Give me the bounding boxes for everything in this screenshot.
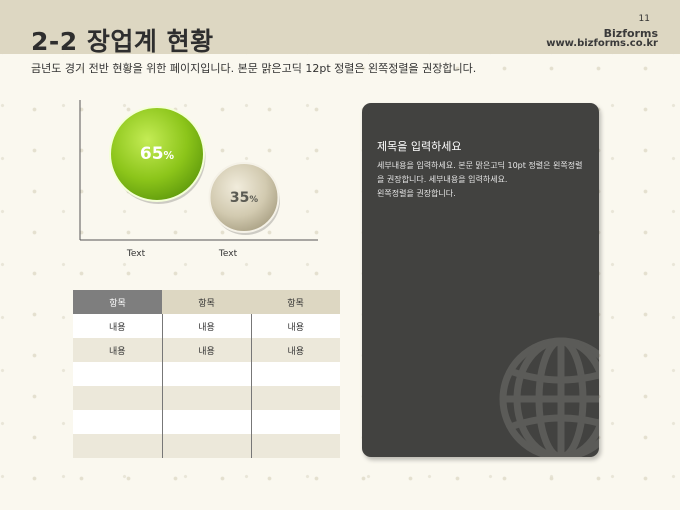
bubble-2 <box>208 162 280 233</box>
data-table: 항목 항목 항목 내용 내용 내용 내용 내용 내용 <box>73 290 340 458</box>
table-cell <box>250 410 340 434</box>
bubble-value-label: 65% <box>140 144 174 164</box>
table-cell <box>161 434 251 458</box>
table-cell <box>73 410 162 434</box>
bubble-value: 65 <box>139 144 164 164</box>
bubble-value-label: 35% <box>230 190 258 206</box>
table-cell: 내용 <box>73 314 162 338</box>
table-cell: 내용 <box>73 338 162 362</box>
x-category-label: Text <box>126 249 146 259</box>
table-header-cell: 항목 <box>162 290 251 314</box>
table-cell <box>161 386 251 410</box>
table-cell <box>161 362 251 386</box>
bubble-chart: 65% Text 35% Text <box>60 92 350 267</box>
header-band: 2-2 장업계 현황 11 Bizforms www.bizforms.co.k… <box>0 0 680 56</box>
bubble-1 <box>109 106 205 202</box>
page-number: 11 <box>638 14 650 24</box>
table-row <box>73 410 340 434</box>
info-panel: 제목을 입력하세요 세부내용을 입력하세요. 본문 맑은고딕 10pt 정렬은 … <box>362 103 599 457</box>
x-category-label: Text <box>218 249 238 259</box>
table-cell <box>73 434 162 458</box>
panel-title: 제목을 입력하세요 <box>377 140 462 153</box>
brand-name: Bizforms <box>603 27 658 40</box>
table-cell: 내용 <box>161 338 251 362</box>
table-cell <box>161 410 251 434</box>
table-cell <box>250 386 340 410</box>
page-subtitle: 금년도 경기 전반 현황을 위한 페이지입니다. 본문 맑은고딕 12pt 정렬… <box>31 62 477 75</box>
bubble-unit: % <box>163 150 175 162</box>
table-cell <box>73 362 162 386</box>
bubble-chart-svg <box>79 100 318 241</box>
table-header-cell: 항목 <box>73 290 162 314</box>
page-title: 2-2 장업계 현황 <box>31 27 214 56</box>
table-cell <box>250 434 340 458</box>
table-cell: 내용 <box>250 314 340 338</box>
table-row <box>73 362 340 386</box>
bubble-unit: % <box>249 194 259 205</box>
table-cell <box>73 386 162 410</box>
table-header-cell: 항목 <box>251 290 340 314</box>
table-row: 내용 내용 내용 <box>73 314 340 338</box>
table-row <box>73 434 340 458</box>
globe-icon <box>499 337 599 457</box>
panel-body: 세부내용을 입력하세요. 본문 맑은고딕 10pt 정렬은 왼쪽정렬을 권장합니… <box>377 161 583 198</box>
brand-url: www.bizforms.co.kr <box>546 38 658 49</box>
table-header-row: 항목 항목 항목 <box>73 290 340 314</box>
table-row: 내용 내용 내용 <box>73 338 340 362</box>
table-cell: 내용 <box>250 338 340 362</box>
bubble-value: 35 <box>229 189 250 206</box>
table-row <box>73 386 340 410</box>
table-cell: 내용 <box>161 314 251 338</box>
table-cell <box>250 362 340 386</box>
